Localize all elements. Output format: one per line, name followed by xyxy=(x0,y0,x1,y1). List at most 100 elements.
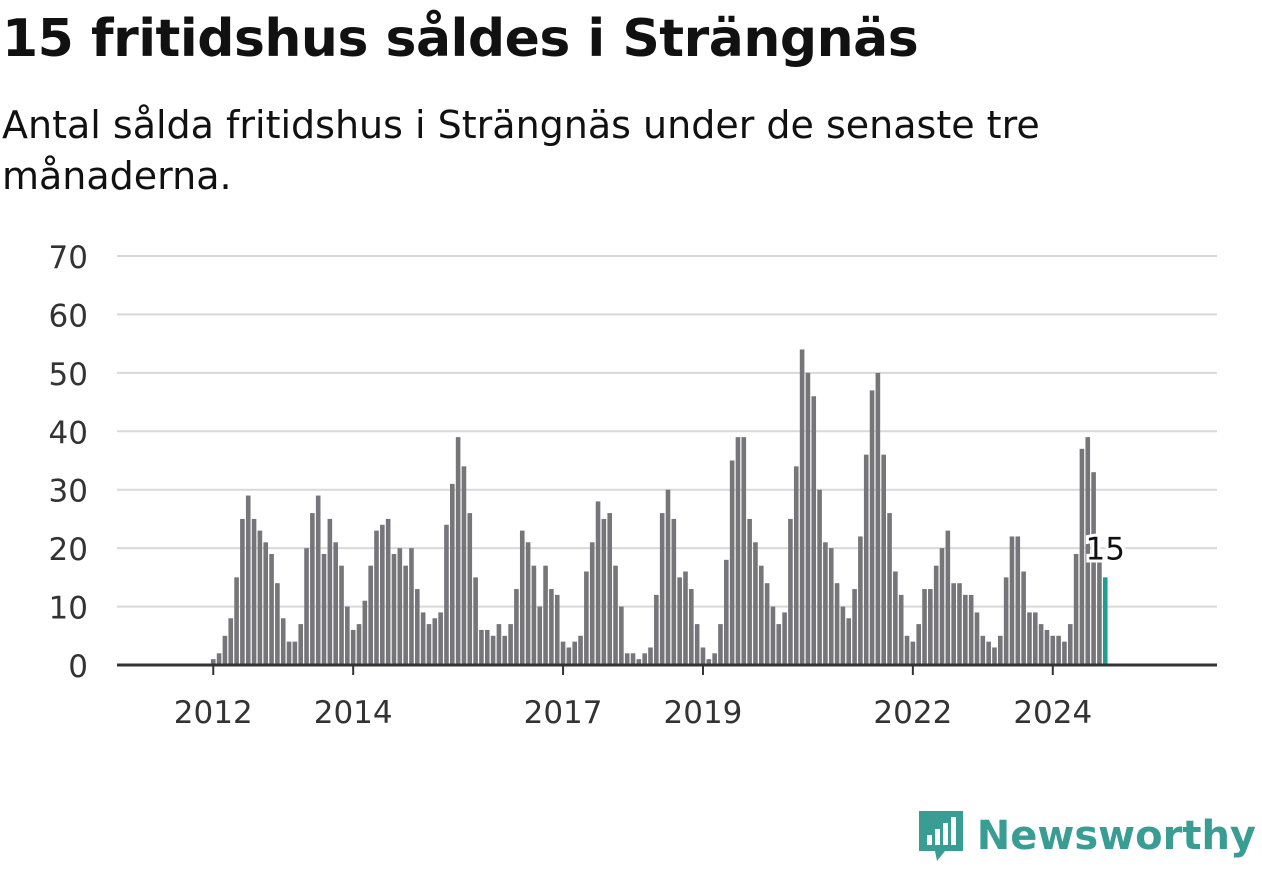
bar xyxy=(963,594,968,665)
y-axis-tick-labels: 0 10 20 30 40 50 60 70 xyxy=(49,240,88,685)
bar xyxy=(974,612,980,665)
bar xyxy=(922,589,927,665)
bar xyxy=(683,571,688,665)
x-tick-label: 2014 xyxy=(314,695,393,731)
bar xyxy=(578,635,583,665)
bar xyxy=(222,635,228,665)
x-tick-label: 2017 xyxy=(524,695,603,731)
bar xyxy=(321,553,327,665)
bar xyxy=(1056,635,1061,665)
bar xyxy=(910,641,916,665)
bar xyxy=(718,624,723,665)
bar xyxy=(957,583,962,665)
annotations: 15 xyxy=(1083,528,1128,570)
bar xyxy=(724,559,729,665)
bar xyxy=(904,635,910,665)
bar xyxy=(333,542,338,665)
bar xyxy=(1050,635,1056,665)
bar xyxy=(543,565,548,665)
bar xyxy=(881,454,887,665)
bar xyxy=(263,542,269,665)
bar xyxy=(426,624,432,665)
bar xyxy=(502,635,508,665)
bars xyxy=(210,349,1108,665)
bar xyxy=(286,641,292,665)
bar xyxy=(858,536,863,665)
bar xyxy=(1021,571,1026,665)
bar xyxy=(1079,448,1085,665)
bar xyxy=(345,606,350,665)
bar xyxy=(1073,553,1079,665)
x-axis-tick-labels: 2012 2014 2017 2019 2022 2024 xyxy=(174,665,1092,731)
bar xyxy=(863,454,869,665)
y-tick-label: 10 xyxy=(49,591,88,627)
bar xyxy=(712,653,717,665)
bar xyxy=(397,548,403,665)
bar xyxy=(380,524,385,665)
bar xyxy=(572,641,578,665)
bar xyxy=(1038,624,1044,665)
bar xyxy=(764,583,770,665)
bar xyxy=(770,606,776,665)
bar xyxy=(753,542,758,665)
bar xyxy=(315,495,321,665)
bar xyxy=(275,583,280,665)
bar xyxy=(747,518,752,665)
bar xyxy=(496,624,502,665)
bar xyxy=(893,571,898,665)
bar xyxy=(607,513,612,665)
bar xyxy=(415,589,420,665)
bar xyxy=(823,542,828,665)
bar xyxy=(391,553,397,665)
bar xyxy=(420,612,426,665)
bar xyxy=(479,629,484,665)
bar xyxy=(805,372,811,665)
bar xyxy=(432,618,438,665)
bar xyxy=(601,518,607,665)
bar xyxy=(234,577,239,665)
bar xyxy=(846,618,852,665)
bar xyxy=(793,466,799,665)
bar xyxy=(968,594,974,665)
bar xyxy=(554,594,560,665)
bar xyxy=(1085,437,1091,665)
bar xyxy=(671,518,677,665)
bar xyxy=(438,612,443,665)
bar xyxy=(642,653,647,665)
bar xyxy=(304,548,309,665)
bar xyxy=(1032,612,1038,665)
bar xyxy=(228,618,234,665)
bar xyxy=(560,641,566,665)
bar xyxy=(1091,472,1096,665)
bar xyxy=(508,624,513,665)
bar xyxy=(980,635,986,665)
bar xyxy=(409,548,414,665)
bar xyxy=(700,647,706,665)
bar xyxy=(834,583,840,665)
bar xyxy=(514,589,519,665)
x-tick-label: 2022 xyxy=(873,695,952,731)
bar xyxy=(350,629,356,665)
bar xyxy=(636,659,642,665)
bar xyxy=(986,641,991,665)
bar xyxy=(659,513,665,665)
brand-name: Newsworthy xyxy=(976,813,1256,859)
bar xyxy=(1044,629,1050,665)
bar xyxy=(374,530,379,665)
bar xyxy=(776,624,782,665)
x-tick-label: 2012 xyxy=(174,695,253,731)
y-tick-label: 70 xyxy=(49,240,88,276)
bar xyxy=(811,396,817,665)
bar-chart: 0 10 20 30 40 50 60 70 2012 2014 2017 2019 2022 2024… xyxy=(49,240,1217,731)
bar xyxy=(613,565,618,665)
highlight-value-label: 15 xyxy=(1086,531,1125,567)
bar xyxy=(741,437,747,665)
bar xyxy=(817,489,822,665)
bar xyxy=(484,629,490,665)
bar xyxy=(449,483,455,665)
bar xyxy=(1027,612,1032,665)
bar xyxy=(898,594,904,665)
bar xyxy=(210,659,216,665)
bar-highlight xyxy=(1102,577,1108,665)
bar xyxy=(630,653,636,665)
